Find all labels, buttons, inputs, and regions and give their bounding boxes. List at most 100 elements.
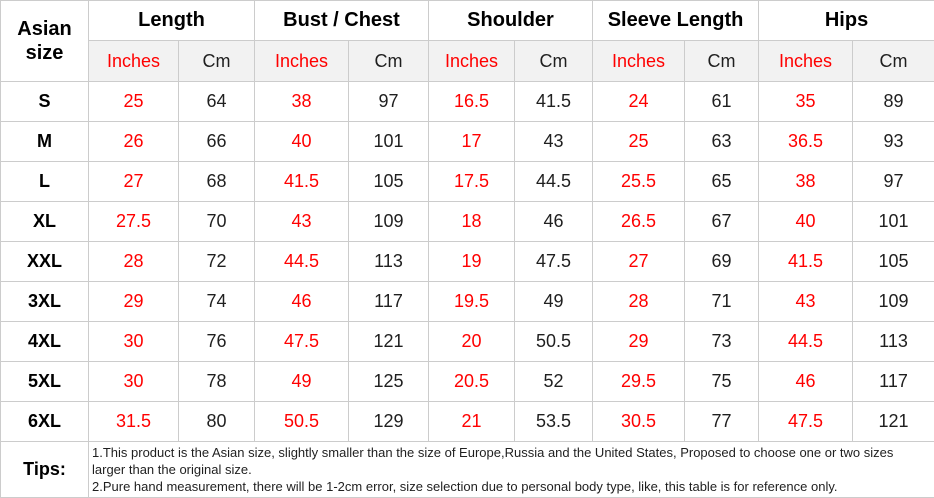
unit-header-inches: Inches [89, 41, 179, 82]
measure-cell-cm: 52 [515, 362, 593, 402]
measure-cell-cm: 89 [853, 82, 934, 122]
measure-cell-inches: 40 [759, 202, 853, 242]
measure-cell-cm: 76 [179, 322, 255, 362]
measure-cell-inches: 44.5 [759, 322, 853, 362]
measure-cell-cm: 43 [515, 122, 593, 162]
unit-header-cm: Cm [515, 41, 593, 82]
measure-cell-inches: 26 [89, 122, 179, 162]
measure-cell-inches: 29 [89, 282, 179, 322]
measure-cell-inches: 36.5 [759, 122, 853, 162]
measure-cell-cm: 109 [349, 202, 429, 242]
measure-cell-cm: 72 [179, 242, 255, 282]
measure-cell-inches: 25.5 [593, 162, 685, 202]
measure-cell-inches: 28 [593, 282, 685, 322]
measure-cell-cm: 41.5 [515, 82, 593, 122]
column-group-header: Sleeve Length [593, 1, 759, 41]
measure-cell-cm: 101 [349, 122, 429, 162]
measure-cell-inches: 16.5 [429, 82, 515, 122]
measure-cell-inches: 46 [255, 282, 349, 322]
size-label: M [1, 122, 89, 162]
measure-cell-cm: 65 [685, 162, 759, 202]
unit-header-cm: Cm [853, 41, 934, 82]
measure-cell-cm: 78 [179, 362, 255, 402]
measure-cell-cm: 121 [349, 322, 429, 362]
measure-cell-inches: 17 [429, 122, 515, 162]
measure-cell-cm: 44.5 [515, 162, 593, 202]
measure-cell-inches: 29.5 [593, 362, 685, 402]
column-group-header: Hips [759, 1, 934, 41]
unit-header-cm: Cm [179, 41, 255, 82]
size-label: 3XL [1, 282, 89, 322]
unit-header-inches: Inches [255, 41, 349, 82]
size-label: 6XL [1, 402, 89, 442]
size-label: XL [1, 202, 89, 242]
measure-cell-cm: 50.5 [515, 322, 593, 362]
unit-header-inches: Inches [429, 41, 515, 82]
measure-cell-cm: 109 [853, 282, 934, 322]
measure-cell-cm: 46 [515, 202, 593, 242]
measure-cell-cm: 63 [685, 122, 759, 162]
measure-cell-inches: 30 [89, 362, 179, 402]
table-footer: Tips: 1.This product is the Asian size, … [1, 442, 934, 498]
measure-cell-cm: 53.5 [515, 402, 593, 442]
measure-cell-inches: 43 [255, 202, 349, 242]
measure-cell-inches: 38 [255, 82, 349, 122]
measure-cell-inches: 38 [759, 162, 853, 202]
tips-line-1: 1.This product is the Asian size, slight… [92, 444, 930, 478]
measure-cell-cm: 117 [349, 282, 429, 322]
tips-text-cell: 1.This product is the Asian size, slight… [89, 442, 934, 498]
measure-cell-cm: 73 [685, 322, 759, 362]
measure-cell-inches: 27 [593, 242, 685, 282]
measure-cell-inches: 27 [89, 162, 179, 202]
measure-cell-inches: 49 [255, 362, 349, 402]
size-label: 5XL [1, 362, 89, 402]
measure-cell-cm: 113 [853, 322, 934, 362]
column-group-header: Length [89, 1, 255, 41]
measure-cell-cm: 74 [179, 282, 255, 322]
measure-cell-cm: 121 [853, 402, 934, 442]
measure-cell-inches: 41.5 [255, 162, 349, 202]
measure-cell-inches: 20.5 [429, 362, 515, 402]
measure-cell-inches: 35 [759, 82, 853, 122]
size-label: 4XL [1, 322, 89, 362]
measure-cell-cm: 105 [853, 242, 934, 282]
measure-cell-cm: 75 [685, 362, 759, 402]
measure-cell-inches: 25 [89, 82, 179, 122]
measure-cell-inches: 17.5 [429, 162, 515, 202]
measure-cell-inches: 40 [255, 122, 349, 162]
unit-header-cm: Cm [349, 41, 429, 82]
measure-cell-cm: 66 [179, 122, 255, 162]
measure-cell-cm: 125 [349, 362, 429, 402]
measure-cell-inches: 29 [593, 322, 685, 362]
measure-cell-cm: 113 [349, 242, 429, 282]
tips-label: Tips: [1, 442, 89, 498]
measure-cell-inches: 46 [759, 362, 853, 402]
measure-cell-inches: 24 [593, 82, 685, 122]
measure-cell-inches: 27.5 [89, 202, 179, 242]
measure-cell-inches: 28 [89, 242, 179, 282]
measure-cell-cm: 47.5 [515, 242, 593, 282]
measure-cell-inches: 25 [593, 122, 685, 162]
measure-cell-cm: 105 [349, 162, 429, 202]
measure-cell-cm: 80 [179, 402, 255, 442]
measure-cell-cm: 97 [349, 82, 429, 122]
measure-cell-inches: 26.5 [593, 202, 685, 242]
unit-header-cm: Cm [685, 41, 759, 82]
measure-cell-inches: 19.5 [429, 282, 515, 322]
measure-cell-inches: 41.5 [759, 242, 853, 282]
unit-header-inches: Inches [593, 41, 685, 82]
measure-cell-inches: 50.5 [255, 402, 349, 442]
measure-cell-cm: 70 [179, 202, 255, 242]
measure-cell-inches: 47.5 [759, 402, 853, 442]
